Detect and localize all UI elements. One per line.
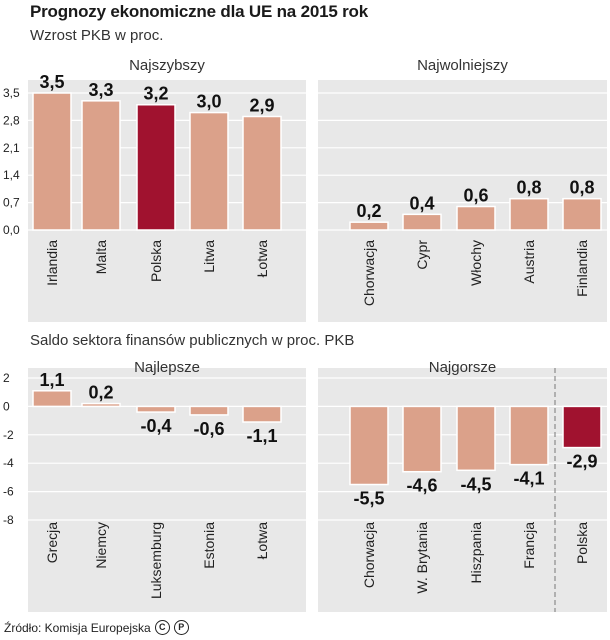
copyright-c-logo: C bbox=[154, 620, 170, 635]
y-tick-label-1-1: 0 bbox=[3, 399, 10, 413]
bar-1-0-4 bbox=[242, 405, 282, 423]
bar-1-1-1 bbox=[402, 405, 442, 473]
category-label-1-0-0: Grecja bbox=[44, 522, 60, 563]
bar-0-1-4 bbox=[562, 197, 602, 231]
value-label-0-0-1: 3,3 bbox=[88, 80, 113, 100]
category-label-0-0-1: Malta bbox=[93, 240, 109, 274]
y-tick-label-1-4: -6 bbox=[3, 485, 14, 499]
value-label-1-1-4: -2,9 bbox=[566, 452, 597, 472]
chart-title: Prognozy ekonomiczne dla UE na 2015 rok bbox=[30, 2, 368, 21]
value-label-0-0-3: 3,0 bbox=[196, 92, 221, 112]
category-label-1-0-1: Niemcy bbox=[93, 522, 109, 569]
copyright-p-logo: P bbox=[173, 620, 189, 635]
category-label-0-1-1: Cypr bbox=[414, 240, 430, 270]
value-label-0-1-2: 0,6 bbox=[463, 186, 488, 206]
category-label-1-0-2: Luksemburg bbox=[148, 522, 164, 599]
bar-0-1-3 bbox=[509, 197, 549, 231]
value-label-0-1-3: 0,8 bbox=[516, 178, 541, 198]
y-tick-label-1-0: 2 bbox=[3, 371, 10, 385]
value-label-0-0-2: 3,2 bbox=[143, 84, 168, 104]
bar-0-0-3 bbox=[189, 111, 229, 231]
group-label-1-0: Najlepsze bbox=[134, 359, 200, 376]
group-label-1-1: Najgorsze bbox=[429, 359, 497, 376]
category-label-1-1-0: Chorwacja bbox=[361, 522, 377, 588]
value-label-0-1-1: 0,4 bbox=[409, 193, 434, 213]
gdp-chart-subtitle: Wzrost PKB w proc. bbox=[30, 27, 164, 44]
source-note: Źródło: Komisja Europejska C P bbox=[4, 620, 189, 635]
bar-0-0-4 bbox=[242, 115, 282, 231]
y-tick-label-1-2: -2 bbox=[3, 428, 14, 442]
value-label-1-0-3: -0,6 bbox=[193, 419, 224, 439]
category-label-1-1-4: Polska bbox=[574, 522, 590, 564]
value-label-1-0-2: -0,4 bbox=[140, 416, 171, 436]
bar-1-0-3 bbox=[189, 405, 229, 416]
chart-1: 2 0 -2 -4 -6 -8 Najlepsze 1,1 Grecja 0,2 Niemcy -0,… bbox=[3, 332, 607, 612]
value-label-0-1-0: 0,2 bbox=[356, 201, 381, 221]
group-label-0-1: Najwolniejszy bbox=[417, 57, 508, 74]
value-label-0-1-4: 0,8 bbox=[569, 178, 594, 198]
category-label-0-1-0: Chorwacja bbox=[361, 240, 377, 306]
bar-1-0-2 bbox=[136, 405, 176, 413]
category-label-0-1-3: Austria bbox=[521, 240, 537, 284]
category-label-1-0-3: Estonia bbox=[201, 522, 217, 569]
bar-0-1-1 bbox=[402, 213, 442, 231]
value-label-1-1-0: -5,5 bbox=[353, 489, 384, 509]
value-label-1-1-2: -4,5 bbox=[460, 474, 491, 494]
category-label-0-0-0: Irlandia bbox=[44, 240, 60, 286]
value-label-1-0-0: 1,1 bbox=[39, 370, 64, 390]
value-label-1-1-1: -4,6 bbox=[406, 476, 437, 496]
bar-0-1-2 bbox=[456, 205, 496, 231]
source-text: Źródło: Komisja Europejska bbox=[4, 620, 151, 635]
category-label-0-1-4: Finlandia bbox=[574, 240, 590, 297]
bar-1-1-0 bbox=[349, 405, 389, 486]
bar-0-0-1 bbox=[81, 100, 121, 231]
y-tick-label-0-2: 2,1 bbox=[3, 141, 20, 155]
category-label-0-0-2: Polska bbox=[148, 240, 164, 282]
bar-1-1-3 bbox=[509, 405, 549, 466]
category-label-1-1-2: Hiszpania bbox=[468, 522, 484, 584]
y-tick-label-0-0: 3,5 bbox=[3, 86, 20, 100]
chart-0: 3,5 2,8 2,1 1,4 0,7 0,0 Najszybszy 3,5 Irlandia 3… bbox=[3, 57, 607, 322]
y-tick-label-1-3: -4 bbox=[3, 456, 14, 470]
y-tick-label-0-5: 0,0 bbox=[3, 223, 20, 237]
y-tick-label-0-3: 1,4 bbox=[3, 168, 20, 182]
y-tick-label-0-1: 2,8 bbox=[3, 113, 20, 127]
category-label-0-0-3: Litwa bbox=[201, 240, 217, 273]
bar-1-1-4 bbox=[562, 405, 602, 449]
value-label-0-0-4: 2,9 bbox=[249, 95, 274, 115]
category-label-1-1-3: Francja bbox=[521, 522, 537, 569]
bar-0-1-0 bbox=[349, 221, 389, 231]
category-label-1-0-4: Łotwa bbox=[254, 522, 270, 560]
value-label-0-0-0: 3,5 bbox=[39, 72, 64, 92]
category-label-0-0-4: Łotwa bbox=[254, 240, 270, 278]
bar-1-0-0 bbox=[32, 390, 72, 408]
y-tick-label-1-5: -8 bbox=[3, 513, 14, 527]
bar-0-0-0 bbox=[32, 92, 72, 231]
bar-0-0-2 bbox=[136, 103, 176, 231]
category-label-1-1-1: W. Brytania bbox=[414, 522, 430, 594]
value-label-1-0-4: -1,1 bbox=[246, 426, 277, 446]
bar-1-1-2 bbox=[456, 405, 496, 472]
y-tick-label-0-4: 0,7 bbox=[3, 196, 20, 210]
value-label-1-0-1: 0,2 bbox=[88, 383, 113, 403]
balance-chart-subtitle: Saldo sektora finansów publicznych w pro… bbox=[30, 332, 354, 349]
value-label-1-1-3: -4,1 bbox=[513, 469, 544, 489]
group-label-0-0: Najszybszy bbox=[129, 57, 205, 74]
category-label-0-1-2: Włochy bbox=[468, 240, 484, 286]
bar-1-0-1 bbox=[81, 402, 121, 408]
